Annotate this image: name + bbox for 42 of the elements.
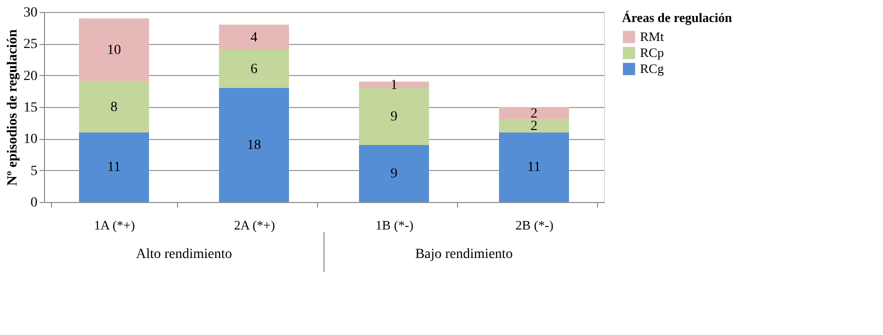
y-tick-label: 30 (24, 6, 38, 20)
y-tick-label: 25 (24, 37, 38, 52)
y-tick-label: 20 (24, 68, 38, 84)
data-label: 9 (390, 166, 398, 182)
bar (359, 88, 429, 145)
data-label: 2 (530, 119, 538, 134)
x-tick-label: 1B (*-) (376, 218, 414, 232)
data-label: 9 (390, 110, 398, 124)
y-tick-label: 5 (30, 164, 38, 179)
bar (79, 132, 149, 202)
bar (219, 50, 289, 88)
bar (499, 132, 569, 202)
bar (79, 82, 149, 132)
text: Alto rendimiento (136, 247, 232, 262)
x-tick-label: 2B (*-) (516, 218, 554, 232)
x-tick-label: 2A (*+) (234, 218, 275, 232)
bar (359, 145, 429, 202)
bar (79, 18, 149, 82)
data-label: 6 (250, 62, 258, 77)
bar (499, 120, 569, 132)
y-axis-title: Nº episodios de regulación (6, 29, 20, 186)
bar (219, 88, 289, 202)
data-label: 4 (250, 30, 258, 46)
bar (219, 24, 289, 50)
legend-label: RMt (640, 29, 664, 44)
data-label: 11 (527, 160, 541, 176)
data-label: 11 (107, 160, 121, 176)
legend-label: RCp (640, 45, 664, 60)
data-label: 2 (530, 106, 538, 122)
text: Bajo rendimiento (415, 247, 513, 262)
data-label: 18 (247, 138, 261, 153)
x-tick-label: 1A (*+) (94, 218, 135, 232)
bar (499, 107, 569, 120)
legend-label: RCg (640, 61, 664, 76)
y-tick-label: 0 (30, 196, 38, 210)
bar (359, 82, 429, 88)
data-label: 1 (390, 78, 398, 93)
legend-title: Áreas de regulación (622, 10, 733, 25)
data-label: 10 (107, 43, 121, 58)
y-tick-label: 15 (24, 100, 38, 116)
data-label: 8 (110, 100, 118, 115)
y-tick-label: 10 (24, 132, 38, 148)
